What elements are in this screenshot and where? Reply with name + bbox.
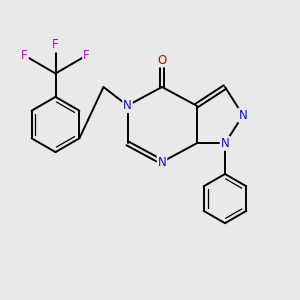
Text: O: O (158, 53, 166, 67)
Text: N: N (158, 155, 166, 169)
Text: F: F (21, 49, 28, 62)
Text: F: F (52, 38, 59, 52)
Text: N: N (238, 109, 247, 122)
Text: F: F (83, 49, 90, 62)
Text: N: N (220, 137, 230, 150)
Text: N: N (123, 99, 132, 112)
